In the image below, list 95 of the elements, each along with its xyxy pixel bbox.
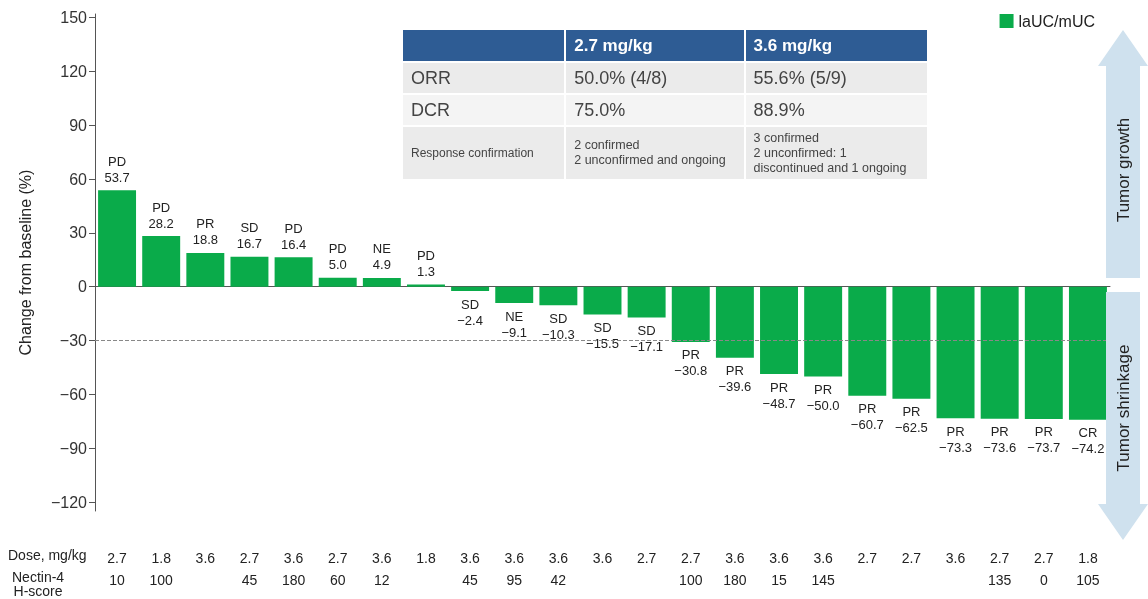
x-tick-label: 3.6 45 — [460, 550, 481, 588]
data-label: PD 1.3 — [416, 247, 436, 279]
data-label: SD 16.7 — [236, 220, 263, 252]
data-label: PR −62.5 — [894, 404, 928, 436]
x-tick-label: 3.6 15 — [769, 550, 789, 588]
bar — [318, 277, 357, 287]
annotation: 3 confirmed 2 unconfirmed: 1 discontinued and 1 ongoing — [745, 127, 927, 179]
data-label: PD 28.2 — [148, 199, 174, 231]
y-tick-label: 120 — [60, 62, 88, 80]
data-label: PR −39.6 — [718, 363, 752, 395]
x-tick-label: 2.7 — [901, 550, 922, 566]
bar — [230, 256, 269, 287]
bar — [627, 286, 666, 318]
x-tick-label: 2.7 0 — [1034, 550, 1054, 588]
y-tick-label: 150 — [60, 9, 88, 27]
bar — [980, 286, 1019, 419]
text: Tumor shrinkage — [1114, 344, 1134, 472]
data-label: SD −2.4 — [457, 296, 483, 328]
text: Dose, mg/kg — [8, 547, 87, 563]
data-label: PR 18.8 — [192, 216, 218, 248]
x-tick-label: 3.6 12 — [372, 550, 392, 588]
bar — [671, 286, 710, 342]
bar — [539, 286, 578, 306]
data-label: NE 4.9 — [372, 241, 392, 273]
data-label: PR −48.7 — [762, 379, 796, 411]
x-tick-label: 3.6 — [195, 550, 216, 566]
x-tick-label: 3.6 95 — [504, 550, 525, 588]
bar — [892, 286, 931, 399]
data-label: PR −50.0 — [806, 381, 840, 413]
x-tick-label: 2.7 100 — [679, 550, 703, 588]
data-label: PR −30.8 — [674, 347, 708, 379]
y-tick-label: 90 — [69, 116, 88, 134]
bar — [274, 257, 313, 287]
annotation: ORR — [403, 63, 565, 93]
y-tick-label: −60 — [59, 385, 88, 403]
y-tick-label: 30 — [69, 224, 88, 242]
bar — [715, 286, 754, 358]
data-label: PD 5.0 — [328, 241, 347, 273]
data-label: PR −73.7 — [1027, 424, 1061, 456]
x-tick-label: 3.6 180 — [723, 550, 747, 588]
y-tick-label: −120 — [50, 493, 88, 511]
data-label: PD 53.7 — [104, 153, 130, 185]
x-tick-label: 1.8 — [416, 550, 436, 566]
data-label: SD −17.1 — [630, 322, 664, 354]
x-tick-label: 3.6 — [945, 550, 966, 566]
bar — [760, 286, 798, 375]
text: Nectin-4 H-score — [12, 569, 65, 599]
x-tick-label: 3.6 42 — [548, 550, 569, 588]
bar — [1024, 286, 1063, 419]
data-label: CR −74.2 — [1071, 425, 1105, 457]
bar — [186, 252, 225, 287]
bar — [804, 286, 843, 377]
x-tick-label: 1.8 100 — [149, 550, 174, 588]
annotation: DCR — [403, 95, 565, 125]
x-tick-label: 2.7 — [636, 550, 657, 566]
bar — [583, 286, 622, 315]
y-tick-label: −90 — [59, 439, 88, 457]
x-tick-label: 2.7 135 — [987, 550, 1012, 588]
x-tick-label: 2.7 60 — [327, 550, 348, 588]
data-label: PD 16.4 — [280, 220, 307, 252]
x-tick-label: 1.8 105 — [1076, 550, 1100, 588]
annotation: 75.0% — [566, 95, 744, 125]
data-label: SD −15.5 — [586, 320, 619, 352]
data-label: PR −60.7 — [850, 401, 884, 433]
bar — [407, 284, 445, 287]
annotation: 3.6 mg/kg — [745, 30, 927, 61]
x-tick-label: 2.7 10 — [107, 550, 128, 588]
annotation: 88.9% — [745, 95, 927, 125]
x-tick-label: 3.6 145 — [811, 550, 836, 588]
bar — [848, 286, 887, 396]
legend-label: laUC/mUC — [1018, 12, 1096, 30]
data-label: PR −73.3 — [939, 423, 972, 455]
bar — [495, 286, 534, 304]
x-tick-label: 2.7 — [857, 550, 878, 566]
x-tick-label: 2.7 45 — [239, 550, 260, 588]
data-label: NE −9.1 — [501, 308, 528, 340]
bar — [362, 277, 401, 287]
annotation: 2 confirmed 2 unconfirmed and ongoing — [566, 127, 744, 179]
bar — [98, 190, 137, 287]
x-tick-label: 3.6 180 — [281, 550, 306, 588]
y-axis-title: Change from baseline (%) — [16, 169, 34, 356]
x-tick-label: 3.6 — [592, 550, 613, 566]
bar — [451, 286, 490, 292]
y-tick-label: −30 — [59, 332, 88, 350]
text: Tumor growth — [1114, 117, 1134, 223]
y-tick-label: 0 — [78, 278, 88, 296]
annotation: 50.0% (4/8) — [566, 63, 744, 93]
bar — [936, 286, 975, 419]
annotation: 2.7 mg/kg — [566, 30, 744, 61]
data-label: PR −73.6 — [983, 424, 1017, 456]
bar — [142, 236, 181, 287]
annotation: 55.6% (5/9) — [745, 63, 927, 93]
data-label: SD −10.3 — [541, 310, 575, 342]
y-tick-label: 60 — [69, 170, 88, 188]
annotation: Response confirmation — [403, 127, 565, 179]
